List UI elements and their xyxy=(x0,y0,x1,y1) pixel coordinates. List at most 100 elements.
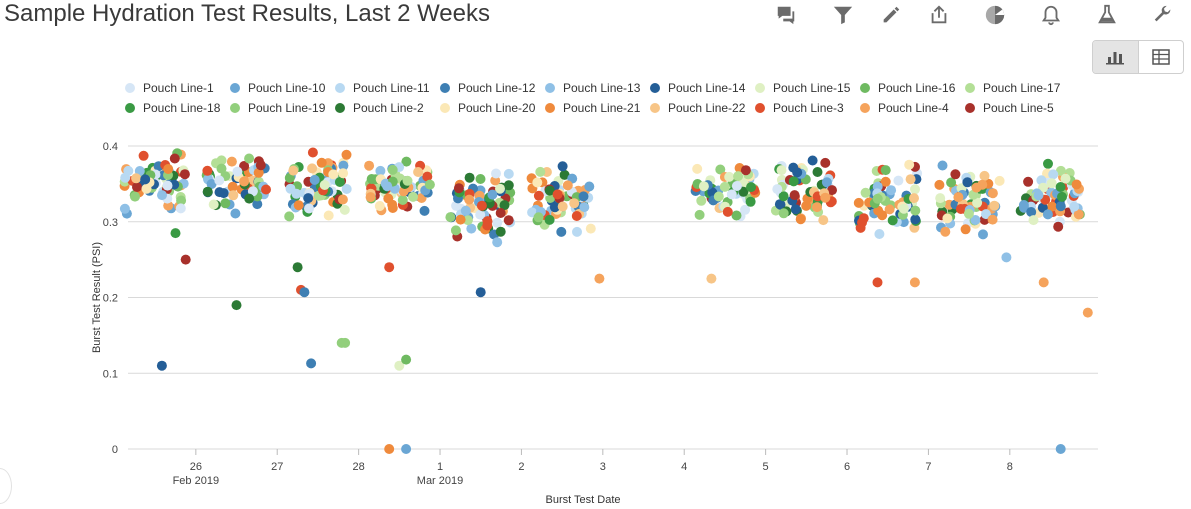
data-point xyxy=(119,203,130,214)
data-point xyxy=(319,180,330,190)
legend-item[interactable]: Pouch Line-17 xyxy=(958,80,1063,96)
data-point-outlier xyxy=(401,444,412,454)
legend-item[interactable]: Pouch Line-11 xyxy=(328,80,433,96)
legend-item[interactable]: Pouch Line-22 xyxy=(643,100,748,116)
data-point xyxy=(163,164,174,174)
legend-item[interactable]: Pouch Line-19 xyxy=(223,100,328,116)
x-tick-label: 28 xyxy=(353,461,365,473)
data-point xyxy=(696,195,707,206)
data-point xyxy=(559,169,570,180)
legend-item[interactable]: Pouch Line-4 xyxy=(853,100,958,116)
legend-label: Pouch Line-21 xyxy=(563,101,641,115)
bar-chart-icon[interactable] xyxy=(1093,41,1138,73)
data-point xyxy=(422,171,433,182)
data-point-outlier xyxy=(180,254,191,265)
legend-item[interactable]: Pouch Line-12 xyxy=(433,80,538,96)
legend-label: Pouch Line-22 xyxy=(668,101,746,115)
x-tick-label: 1 xyxy=(437,461,443,473)
data-point-outlier xyxy=(340,337,351,348)
legend-item[interactable]: Pouch Line-3 xyxy=(748,100,853,116)
legend-item[interactable]: Pouch Line-1 xyxy=(118,80,223,96)
data-point xyxy=(214,187,225,198)
toolbar xyxy=(770,2,1180,28)
x-tick-label: 2 xyxy=(518,461,524,473)
data-point xyxy=(979,170,990,181)
data-point xyxy=(138,150,149,161)
data-point-outlier xyxy=(231,300,242,311)
legend-item[interactable]: Pouch Line-10 xyxy=(223,80,328,96)
data-point xyxy=(778,191,789,202)
data-point-outlier xyxy=(156,360,167,371)
data-point xyxy=(572,226,582,237)
data-point xyxy=(453,183,464,194)
data-point xyxy=(334,177,345,187)
legend-marker xyxy=(860,83,870,93)
pencil-icon[interactable] xyxy=(877,2,905,28)
data-point xyxy=(285,183,296,194)
y-tick-label: 0.1 xyxy=(103,368,118,380)
legend-marker xyxy=(335,83,345,93)
legend-item[interactable]: Pouch Line-5 xyxy=(958,100,1063,116)
data-point-outlier xyxy=(170,228,181,239)
legend-item[interactable]: Pouch Line-2 xyxy=(328,100,433,116)
legend-item[interactable]: Pouch Line-16 xyxy=(853,80,958,96)
pie-chart-icon[interactable] xyxy=(981,2,1009,28)
data-point-outlier xyxy=(1001,252,1012,263)
data-point xyxy=(812,202,822,213)
data-point xyxy=(910,205,921,216)
data-point xyxy=(1053,221,1064,232)
table-icon[interactable] xyxy=(1137,41,1184,73)
legend: Pouch Line-1 Pouch Line-10 Pouch Line-11 Po… xyxy=(118,80,1078,116)
data-point xyxy=(740,165,751,176)
legend-label: Pouch Line-4 xyxy=(878,101,949,115)
data-point xyxy=(886,185,897,196)
data-point-outlier xyxy=(909,277,920,288)
data-point xyxy=(950,169,961,180)
data-point xyxy=(491,168,501,179)
data-point xyxy=(206,179,217,189)
y-tick-label: 0 xyxy=(112,444,118,456)
data-point xyxy=(880,165,891,176)
data-point xyxy=(503,168,514,179)
share-icon[interactable] xyxy=(925,2,953,28)
data-point xyxy=(169,153,180,164)
data-point xyxy=(293,200,304,211)
data-point xyxy=(492,237,503,248)
data-point xyxy=(220,198,231,209)
data-point xyxy=(216,163,227,174)
data-point xyxy=(807,155,818,166)
data-point xyxy=(239,176,250,187)
data-point xyxy=(450,225,461,236)
data-point xyxy=(464,194,475,205)
data-point xyxy=(284,211,295,222)
data-point xyxy=(401,156,412,167)
legend-marker xyxy=(965,103,975,113)
legend-item[interactable]: Pouch Line-14 xyxy=(643,80,748,96)
legend-item[interactable]: Pouch Line-21 xyxy=(538,100,643,116)
legend-marker xyxy=(440,103,450,113)
legend-marker xyxy=(755,103,765,113)
legend-item[interactable]: Pouch Line-13 xyxy=(538,80,643,96)
legend-marker xyxy=(860,103,870,113)
data-point xyxy=(261,184,271,195)
legend-label: Pouch Line-2 xyxy=(353,101,424,115)
flask-icon[interactable] xyxy=(1093,2,1121,28)
legend-item[interactable]: Pouch Line-20 xyxy=(433,100,538,116)
data-point xyxy=(179,169,190,180)
data-point xyxy=(309,174,320,185)
data-point xyxy=(387,164,398,175)
data-point xyxy=(994,175,1005,186)
data-point xyxy=(731,181,742,191)
wrench-icon[interactable] xyxy=(1149,2,1177,28)
data-point xyxy=(578,191,589,202)
bell-icon[interactable] xyxy=(1037,2,1065,28)
legend-item[interactable]: Pouch Line-15 xyxy=(748,80,853,96)
x-month-label: Feb 2019 xyxy=(173,475,219,487)
legend-item[interactable]: Pouch Line-18 xyxy=(118,100,223,116)
data-point xyxy=(131,173,142,184)
comments-icon[interactable] xyxy=(772,2,800,28)
data-point xyxy=(562,180,573,191)
filter-icon[interactable] xyxy=(829,2,857,28)
data-point xyxy=(893,175,904,186)
data-point xyxy=(476,200,487,211)
